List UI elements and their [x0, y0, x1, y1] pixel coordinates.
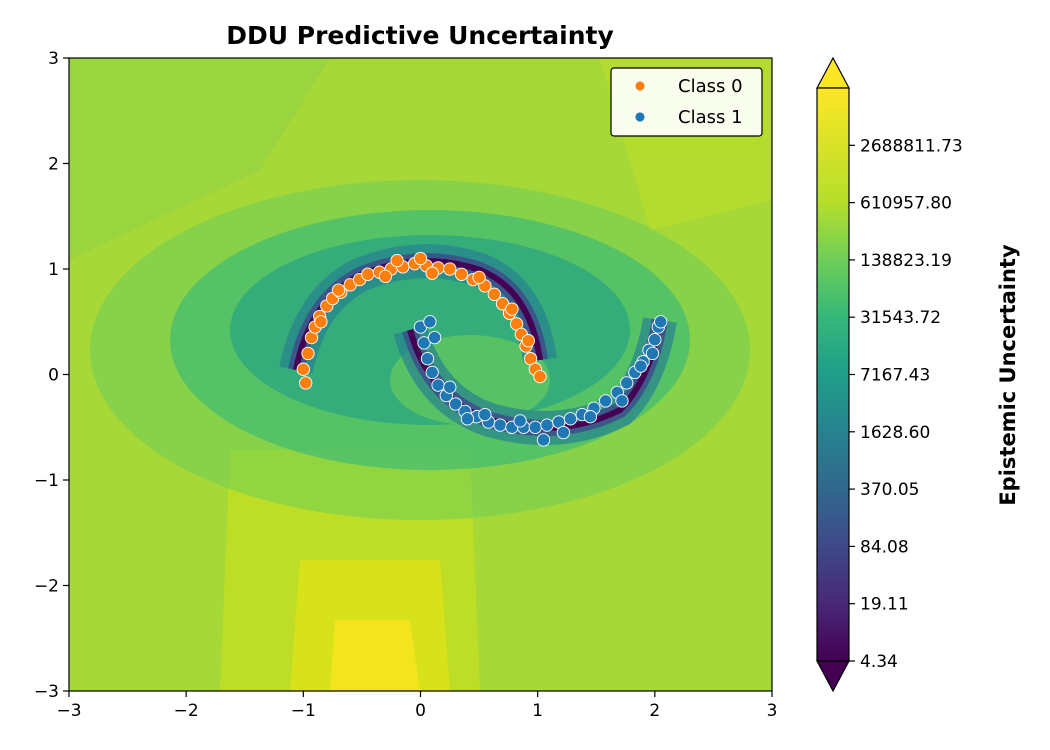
colorbar-label: Epistemic Uncertainty — [996, 244, 1020, 506]
y-tick-label: −1 — [34, 471, 59, 491]
class-0-point — [361, 267, 375, 281]
legend-marker-class-0 — [634, 80, 646, 92]
colorbar-tick-label: 84.08 — [860, 537, 909, 557]
class-0-point — [487, 287, 501, 301]
y-tick-label: −2 — [34, 577, 59, 597]
class-0-point — [331, 283, 346, 297]
class-0-point — [454, 267, 469, 281]
x-tick-label: 0 — [415, 701, 426, 721]
legend-label-class-0: Class 0 — [678, 76, 743, 97]
class-0-point — [533, 369, 547, 384]
class-0-point — [299, 376, 313, 390]
class-1-point — [556, 425, 571, 440]
x-tick-label: −3 — [56, 701, 81, 721]
class-0-point — [425, 266, 439, 280]
class-0-point — [378, 269, 393, 284]
class-1-point — [634, 359, 648, 373]
legend-marker-class-1 — [634, 111, 646, 123]
class-1-point — [528, 420, 542, 434]
x-tick-label: −1 — [291, 701, 316, 721]
colorbar-tick-label: 31543.72 — [860, 308, 941, 328]
class-1-point — [443, 380, 457, 394]
class-1-point — [478, 407, 492, 422]
class-1-point — [460, 412, 475, 426]
colorbar-tick-label: 610957.80 — [860, 194, 952, 214]
y-tick-label: 1 — [48, 260, 59, 280]
class-0-point — [443, 262, 457, 276]
class-1-point — [420, 352, 435, 366]
y-tick-label: 3 — [48, 49, 59, 69]
class-1-point — [536, 433, 551, 447]
class-1-point — [654, 315, 668, 329]
colorbar-tick-label: 370.05 — [860, 480, 919, 500]
class-1-point — [513, 414, 527, 428]
class-1-point — [427, 330, 442, 345]
colorbar-extend-top — [816, 56, 850, 89]
colorbar-tick-label: 138823.19 — [860, 251, 952, 271]
y-tick-label: 2 — [48, 155, 59, 175]
class-1-point — [425, 365, 439, 380]
class-1-point — [598, 394, 613, 408]
class-0-point — [390, 253, 404, 268]
colorbar-tick-label: 19.11 — [860, 595, 909, 615]
legend-label-class-1: Class 1 — [678, 107, 743, 128]
class-1-point — [417, 336, 431, 350]
class-1-point — [493, 418, 507, 432]
class-0-point — [505, 302, 519, 316]
class-1-point — [648, 333, 662, 347]
class-1-point — [620, 376, 634, 390]
class-1-point — [645, 346, 660, 361]
y-tick-label: 0 — [48, 366, 59, 386]
colorbar-gradient — [816, 87, 850, 662]
legend-box — [610, 67, 763, 137]
colorbar-tick-label: 7167.43 — [860, 365, 930, 385]
class-1-point — [563, 412, 578, 426]
class-1-point — [583, 410, 598, 424]
colorbar: 4.34 19.11 84.08 370.05 1628.60 7167.43 31543.… — [816, 56, 1020, 693]
class-1-point — [431, 378, 445, 392]
colorbar-tick-label: 2688811.73 — [860, 136, 963, 156]
colorbar-tick-label: 1628.60 — [860, 423, 930, 443]
chart-title: DDU Predictive Uncertainty — [226, 21, 614, 50]
colorbar-tick-label: 4.34 — [860, 652, 898, 672]
class-1-point — [615, 394, 629, 408]
colorbar-extend-bottom — [816, 660, 850, 693]
class-1-point — [448, 397, 463, 411]
class-0-point — [314, 315, 328, 329]
class-0-point — [413, 251, 428, 266]
x-tick-label: 1 — [532, 701, 543, 721]
class-1-point — [423, 315, 437, 329]
x-tick-label: −2 — [174, 701, 199, 721]
class-0-point — [521, 334, 535, 348]
y-tick-label: −3 — [34, 682, 59, 702]
class-1-point — [540, 418, 554, 432]
uncertainty-contour-map — [69, 58, 772, 691]
legend: Class 0 Class 1 — [610, 67, 763, 137]
x-tick-label: 3 — [767, 701, 778, 721]
class-0-point — [296, 362, 310, 376]
class-0-point — [301, 346, 315, 361]
x-tick-label: 2 — [649, 701, 660, 721]
class-0-point — [472, 270, 486, 285]
